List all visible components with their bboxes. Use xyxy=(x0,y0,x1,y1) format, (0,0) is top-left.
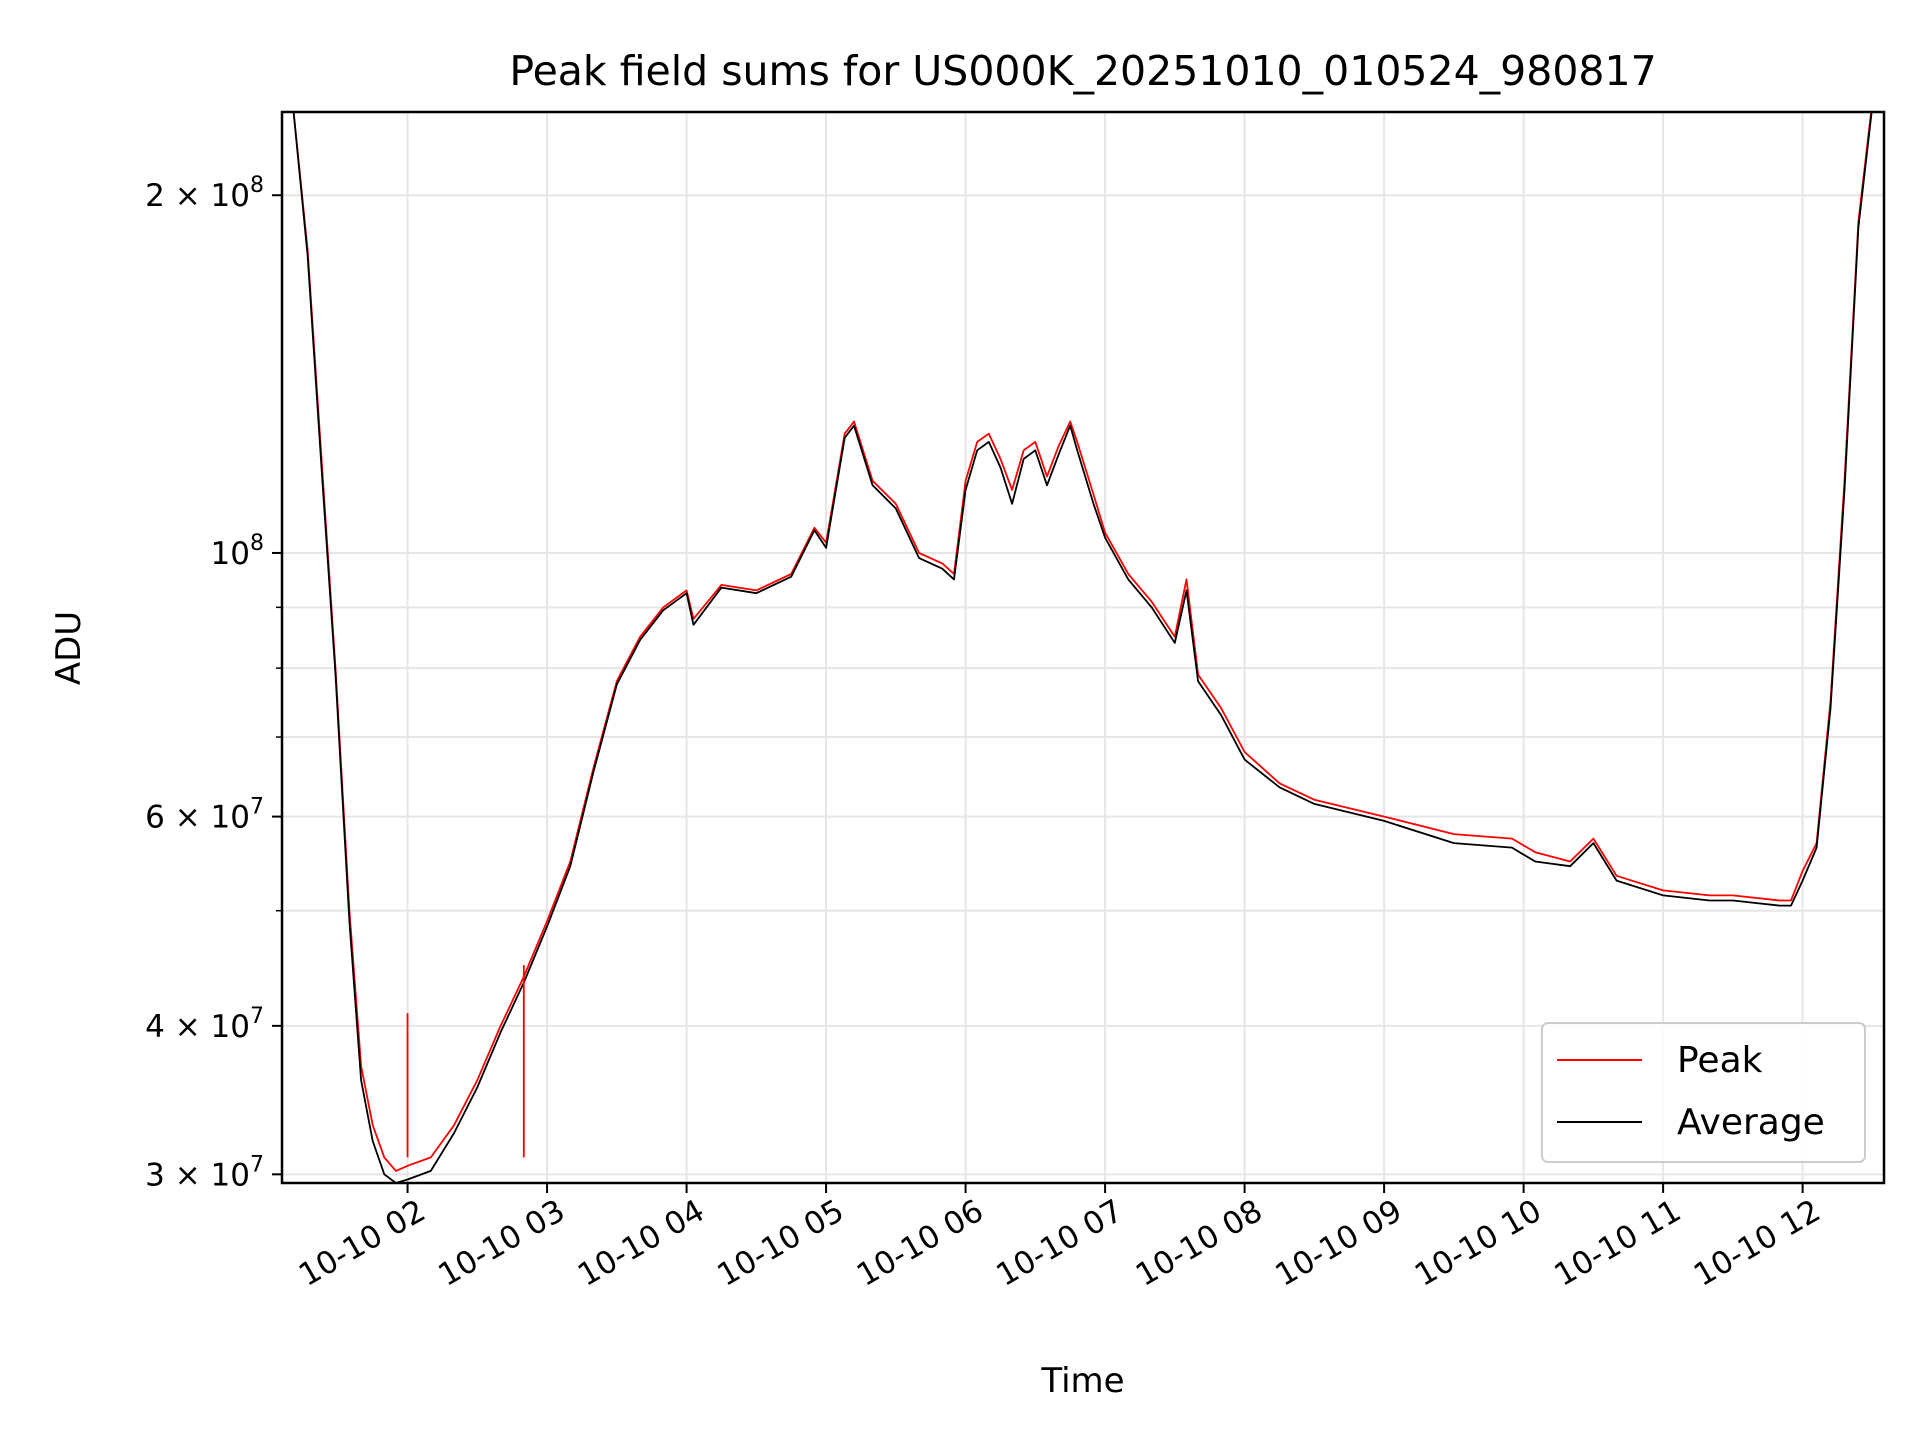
x-axis-label: Time xyxy=(1040,1361,1124,1401)
y-tick-label: 6 × 107 xyxy=(145,795,264,836)
legend: Peak Average xyxy=(1541,1022,1866,1163)
series-layer xyxy=(292,112,1873,1183)
grid xyxy=(282,112,1884,1183)
series-line-peak xyxy=(292,112,1873,1172)
chart-title: Peak field sums for US000K_20251010_0105… xyxy=(509,47,1656,95)
series-line-average xyxy=(292,112,1873,1183)
legend-box xyxy=(1541,1022,1866,1163)
y-tick-label: 2 × 108 xyxy=(145,173,264,214)
y-tick-label: 4 × 107 xyxy=(145,1004,264,1045)
legend-label-peak: Peak xyxy=(1677,1040,1763,1081)
y-tick-label: 3 × 107 xyxy=(145,1152,264,1193)
plot-frame xyxy=(280,110,1886,1185)
y-axis-label: ADU xyxy=(49,611,89,685)
legend-label-average: Average xyxy=(1677,1102,1825,1143)
y-tick-label: 108 xyxy=(211,531,264,572)
y-axis: 3 × 107 4 × 107 6 × 107 108 2 × 108 xyxy=(145,173,282,1193)
